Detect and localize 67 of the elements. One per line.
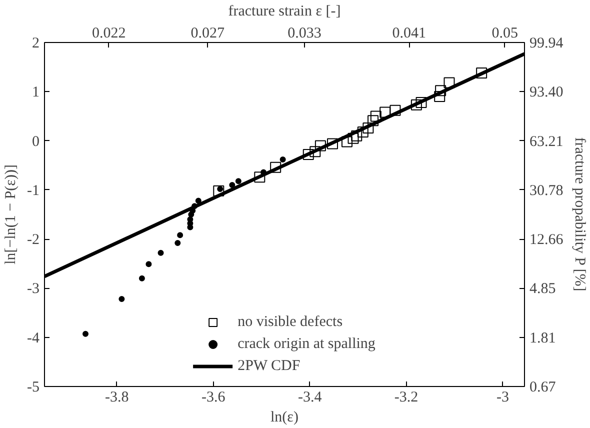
x2-tick-label: 0.022: [92, 26, 126, 42]
point: [370, 110, 382, 122]
category-label: 93.40: [530, 84, 564, 101]
y2-axis-title: fracture propability P [%]: [571, 137, 588, 292]
y-axis-title: ln[−ln(1 − P(ε))]: [3, 164, 20, 264]
point: [302, 149, 314, 160]
x-tick-label: -3.2: [394, 390, 418, 406]
category-label: 1.81: [530, 330, 556, 346]
y-tick-label: -3: [27, 281, 40, 298]
point: [410, 99, 422, 110]
category-label: 30.78: [530, 182, 564, 199]
point: [213, 185, 224, 196]
point: [351, 130, 362, 142]
x-tick-label: -3.8: [104, 390, 129, 406]
legend-label: crack origin at spalling: [238, 336, 376, 352]
point: [174, 240, 181, 246]
point: [192, 203, 198, 210]
point: [310, 146, 321, 158]
x2-tick-label: 0.05: [492, 26, 518, 42]
point: [177, 232, 184, 238]
point: [280, 156, 286, 162]
x-axis-title: ln(ε): [270, 410, 298, 426]
y-tick-label: -4: [27, 330, 40, 346]
point: [341, 136, 352, 148]
x2-tick-label: 0.033: [288, 26, 322, 42]
point: [235, 178, 242, 184]
x-tick-label: -3.6: [201, 390, 226, 406]
legend-label: 2PW CDF: [238, 358, 300, 374]
point: [229, 182, 236, 188]
point: [195, 198, 202, 204]
category-label: 99.94: [530, 36, 564, 52]
x-tick-label: -3: [496, 390, 510, 406]
y-tick-label: -1: [27, 182, 40, 199]
point: [82, 330, 89, 337]
y-tick-label: 2: [32, 36, 40, 52]
category-label: 12.66: [530, 232, 564, 248]
point: [416, 96, 427, 108]
x-tick-label: -3.4: [298, 390, 322, 406]
y-tick-label: 0: [32, 134, 40, 150]
point: [434, 91, 446, 102]
y-tick-label: -5: [27, 380, 40, 396]
point: [138, 275, 145, 282]
category-label: 0.67: [530, 380, 556, 396]
y-tick-label: -2: [27, 232, 40, 248]
x2-axis-title: fracture strain ε [-]: [228, 4, 341, 20]
point: [327, 138, 338, 150]
point: [476, 67, 488, 78]
point: [435, 85, 446, 96]
point: [357, 126, 368, 138]
category-label: 4.85: [530, 281, 556, 298]
point: [380, 106, 391, 118]
y-tick-label: 1: [32, 84, 40, 101]
point: [118, 296, 125, 302]
point: [348, 132, 359, 144]
point: [390, 104, 401, 116]
point: [270, 162, 282, 173]
point: [254, 172, 266, 183]
point: [362, 122, 374, 134]
category-label: 63.21: [530, 134, 564, 150]
point: [314, 140, 326, 152]
x2-tick-label: 0.041: [392, 26, 426, 42]
point: [368, 115, 379, 126]
point: [158, 250, 164, 256]
legend-label: no visible defects: [238, 314, 343, 330]
point: [444, 77, 455, 88]
point: [146, 261, 152, 268]
x2-tick-label: 0.027: [190, 26, 226, 42]
